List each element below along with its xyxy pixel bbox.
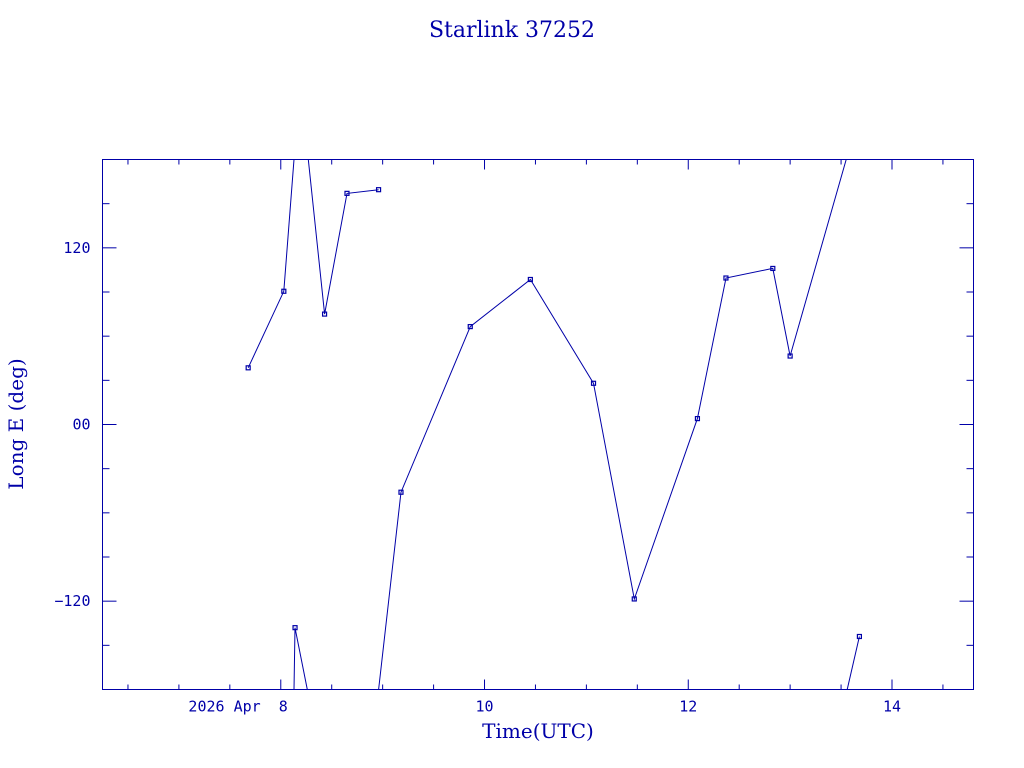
y-tick-label: −120 [54,592,90,610]
data-point [723,275,729,281]
data-point [398,489,404,495]
axis-tick-labels: 2026 Apr 8 10 12 14 120 00 −120 [54,239,901,716]
data-point [245,365,251,371]
x-tick-label: 2026 Apr 8 [188,698,287,716]
data-point [527,276,533,283]
x-tick-label: 10 [475,698,493,716]
data-point [467,323,473,330]
data-point [375,187,382,193]
data-point [856,633,863,640]
plot-frame [102,159,974,690]
series-line [378,159,847,690]
y-tick-label: 120 [63,239,90,257]
data-point [590,380,597,386]
chart-title: Starlink 37252 [429,18,595,43]
data-point [631,596,637,602]
data-point [292,625,298,631]
axis-ticks [102,159,974,690]
y-axis-label: Long E (deg) [4,358,28,489]
series-line [846,636,860,690]
x-axis-label: Time(UTC) [482,719,594,743]
x-tick-label: 12 [679,698,697,716]
series-line [247,159,379,369]
series-line [293,627,308,690]
data-point [787,353,793,359]
data-point [321,311,328,317]
data-point [281,288,287,294]
y-tick-label: 00 [72,416,90,434]
data-point [344,190,350,196]
data-point [770,265,776,272]
data-point [694,416,701,422]
x-tick-label: 14 [883,698,901,716]
plot-area [245,159,863,690]
